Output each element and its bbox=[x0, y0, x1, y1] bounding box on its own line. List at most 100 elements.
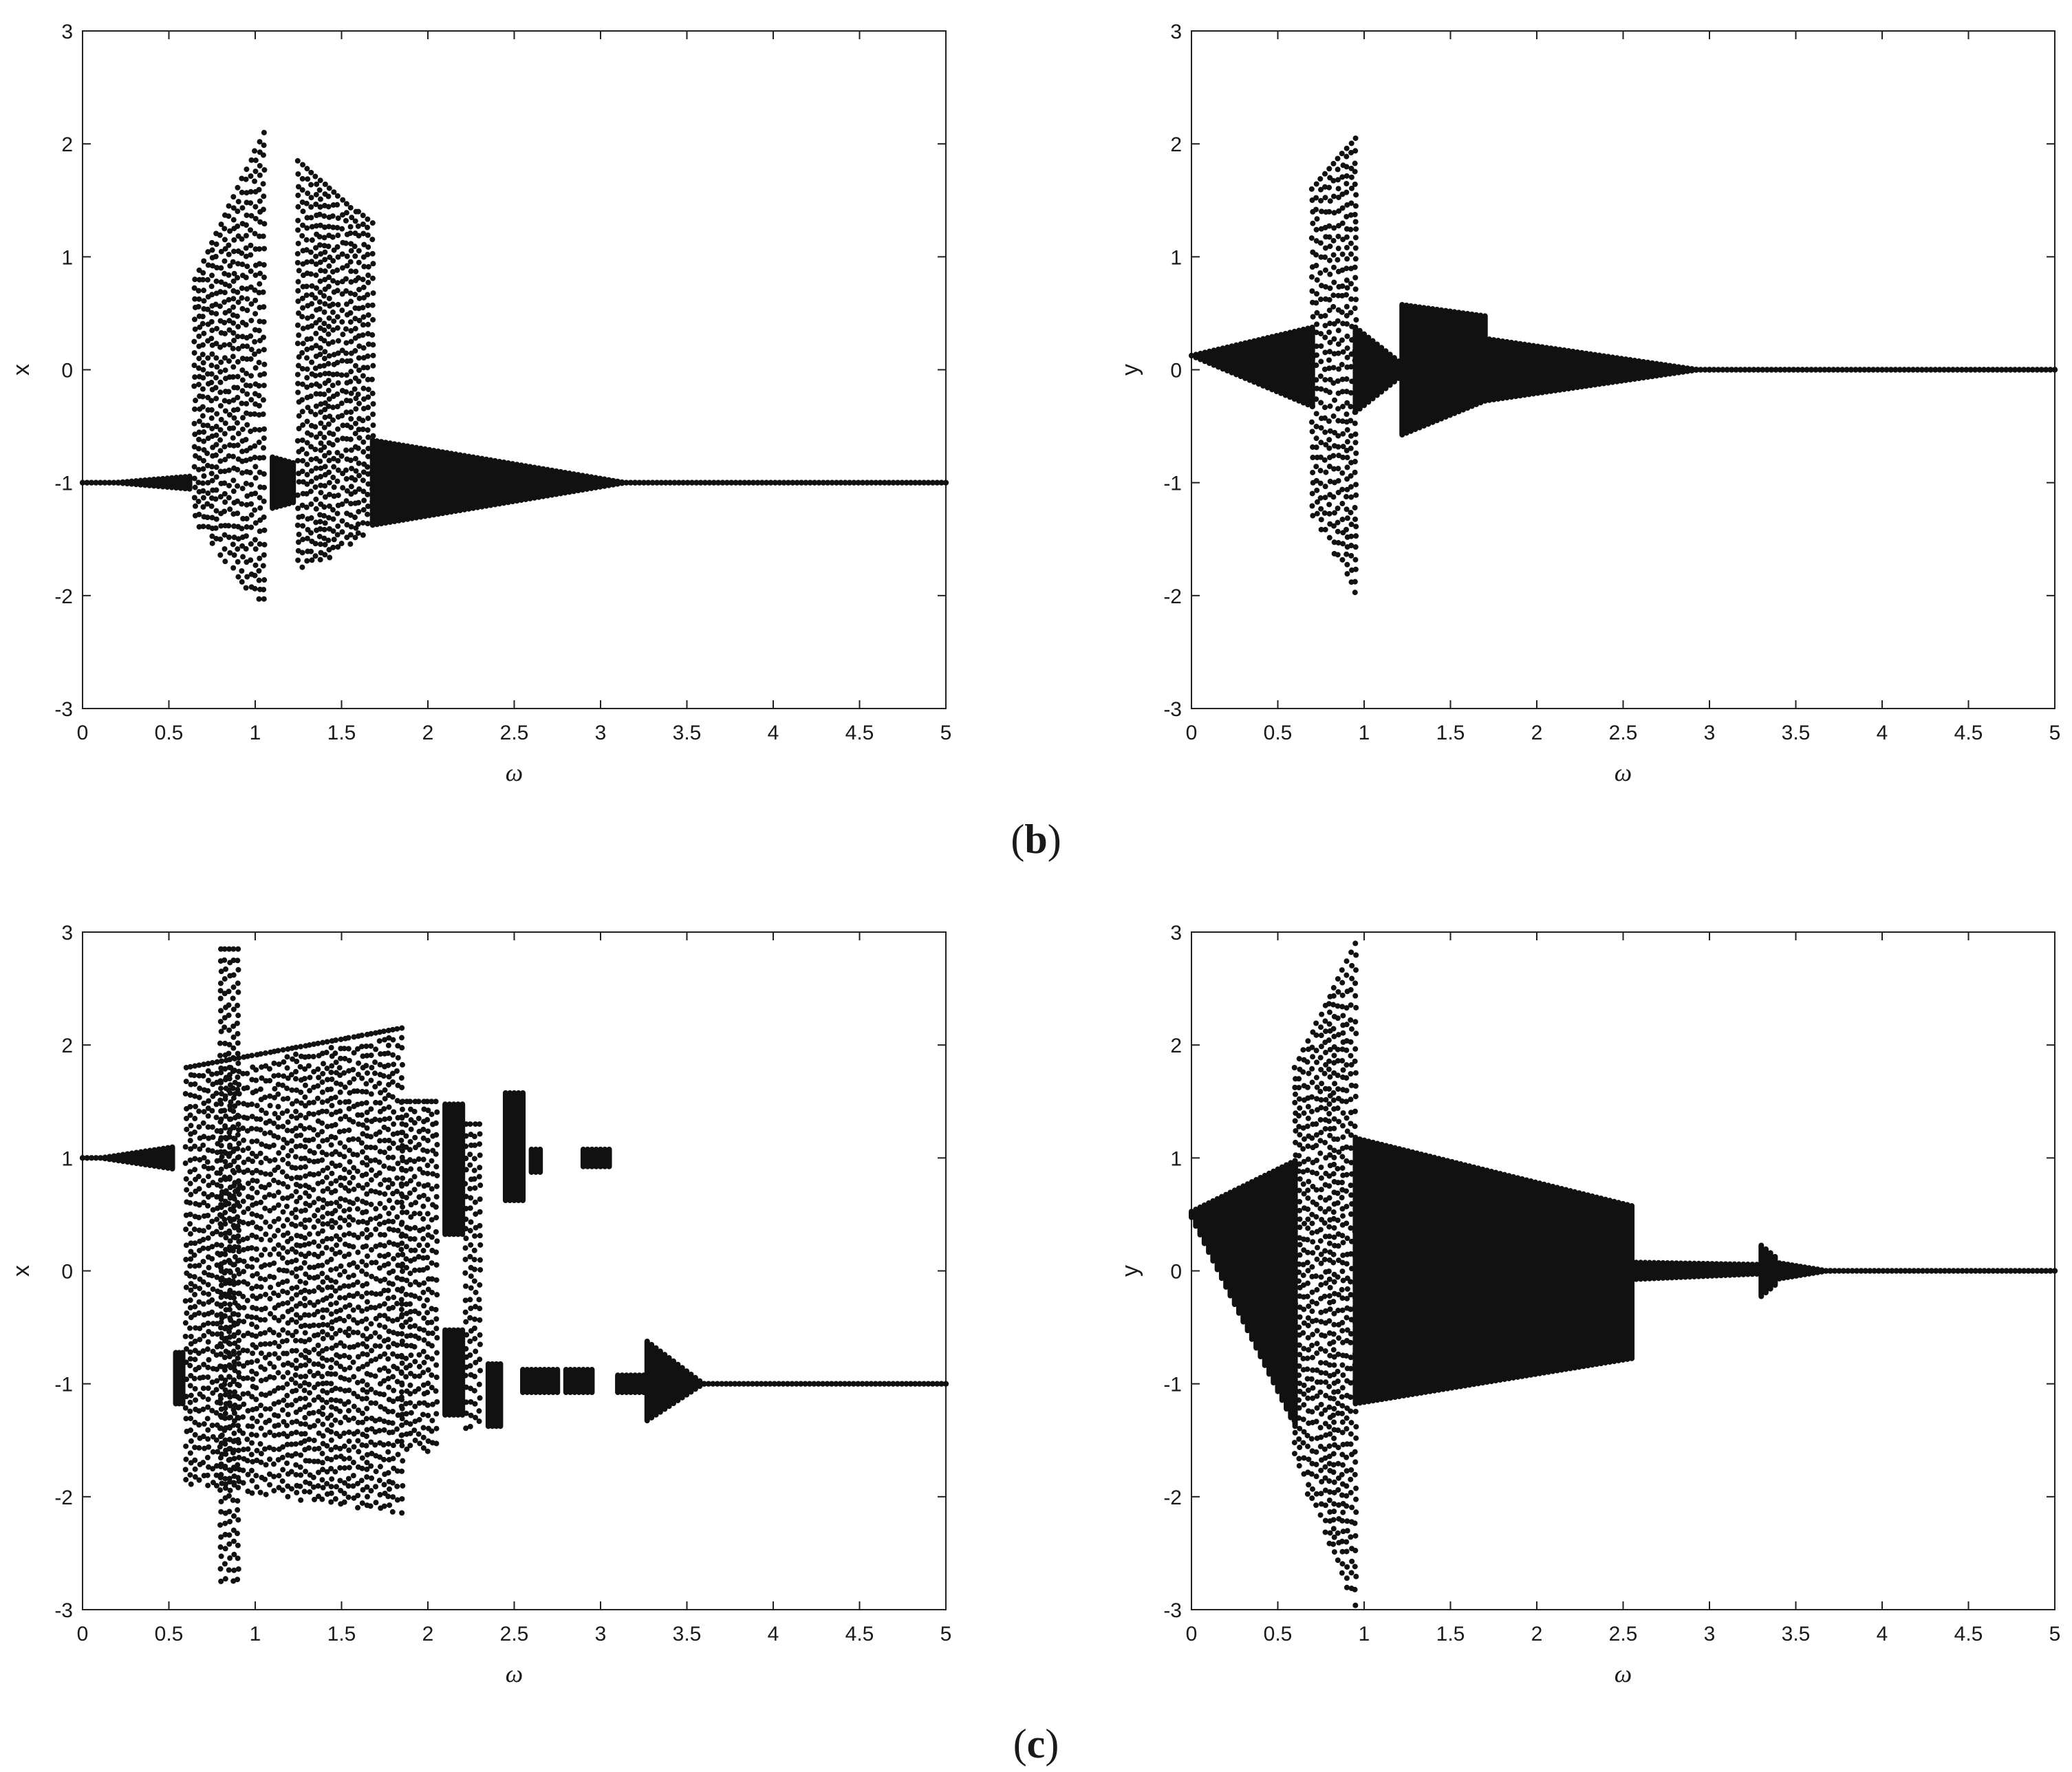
data-point bbox=[240, 1220, 246, 1226]
data-point bbox=[318, 251, 324, 257]
data-point bbox=[360, 332, 366, 338]
data-point bbox=[1352, 274, 1359, 281]
data-point bbox=[1297, 1216, 1303, 1222]
data-point bbox=[1343, 180, 1350, 186]
data-point bbox=[254, 1189, 260, 1196]
data-point bbox=[313, 343, 319, 349]
data-point bbox=[222, 1354, 228, 1361]
data-point bbox=[381, 1365, 387, 1371]
data-point bbox=[240, 1125, 246, 1132]
data-point bbox=[317, 541, 323, 548]
data-column bbox=[1229, 343, 1235, 376]
data-column bbox=[1544, 345, 1550, 395]
data-point bbox=[226, 1257, 232, 1264]
data-point bbox=[1848, 367, 1855, 373]
data-point bbox=[235, 1279, 241, 1286]
data-point bbox=[321, 213, 327, 219]
data-column bbox=[1216, 346, 1222, 370]
data-point bbox=[79, 479, 86, 486]
data-point bbox=[820, 479, 827, 486]
data-point bbox=[1352, 544, 1359, 550]
data-point bbox=[226, 1415, 233, 1421]
data-point bbox=[1297, 1252, 1303, 1258]
data-point bbox=[266, 1418, 272, 1424]
data-point bbox=[391, 1061, 397, 1068]
data-point bbox=[209, 464, 215, 470]
data-point bbox=[313, 465, 319, 471]
data-point bbox=[319, 1214, 325, 1220]
data-point bbox=[276, 1484, 282, 1491]
data-point bbox=[1309, 490, 1315, 497]
data-point bbox=[235, 1290, 241, 1297]
data-point bbox=[257, 233, 263, 239]
data-point bbox=[289, 1285, 295, 1291]
data-point bbox=[394, 1199, 400, 1205]
data-point bbox=[217, 426, 224, 433]
data-point bbox=[310, 1474, 316, 1480]
data-point bbox=[360, 1351, 366, 1357]
data-column bbox=[431, 447, 437, 518]
data-point bbox=[391, 1109, 397, 1115]
data-column bbox=[575, 472, 581, 494]
data-column bbox=[1189, 1209, 1194, 1220]
data-point bbox=[373, 1046, 379, 1052]
data-point bbox=[1822, 367, 1828, 373]
data-point bbox=[205, 479, 211, 486]
data-point bbox=[299, 409, 305, 415]
data-point bbox=[199, 321, 206, 327]
data-point bbox=[353, 406, 359, 412]
data-point bbox=[1330, 160, 1337, 166]
data-point bbox=[1875, 367, 1881, 373]
data-point bbox=[416, 1431, 422, 1437]
data-point bbox=[192, 1093, 198, 1099]
data-point bbox=[222, 1561, 228, 1567]
data-point bbox=[276, 1431, 282, 1438]
data-point bbox=[217, 1289, 224, 1295]
data-point bbox=[336, 1129, 343, 1135]
data-column bbox=[1539, 344, 1545, 396]
data-point bbox=[253, 1405, 259, 1412]
data-point bbox=[385, 1449, 391, 1455]
data-point bbox=[313, 285, 319, 291]
x-tick-label: 1 bbox=[250, 1623, 261, 1645]
data-point bbox=[363, 1262, 369, 1268]
data-point bbox=[308, 336, 314, 342]
data-point bbox=[356, 473, 363, 479]
data-point bbox=[248, 429, 254, 435]
data-column bbox=[1383, 348, 1389, 391]
data-point bbox=[1336, 453, 1342, 459]
data-point bbox=[93, 479, 99, 486]
data-point bbox=[235, 334, 241, 340]
data-point bbox=[297, 1112, 303, 1119]
data-point bbox=[382, 1351, 388, 1357]
data-point bbox=[477, 1182, 484, 1189]
data-column bbox=[120, 1152, 126, 1165]
data-point bbox=[337, 1108, 343, 1114]
data-point bbox=[297, 1175, 303, 1181]
data-point bbox=[295, 171, 301, 177]
data-point bbox=[197, 1286, 203, 1292]
data-point bbox=[213, 496, 219, 502]
data-point bbox=[365, 312, 371, 318]
data-point bbox=[376, 1265, 382, 1271]
data-point bbox=[364, 1117, 370, 1123]
data-point bbox=[1313, 396, 1319, 402]
data-point bbox=[1348, 240, 1354, 246]
data-point bbox=[332, 1371, 338, 1377]
data-point bbox=[1764, 367, 1770, 373]
data-point bbox=[244, 493, 250, 499]
data-point bbox=[1808, 367, 1815, 373]
data-point bbox=[214, 1216, 220, 1222]
data-point bbox=[256, 327, 262, 334]
data-point bbox=[253, 1200, 259, 1207]
data-point bbox=[196, 1408, 202, 1414]
data-point bbox=[295, 204, 301, 210]
y-tick-label: -3 bbox=[1163, 698, 1182, 721]
data-point bbox=[258, 1159, 264, 1165]
data-point bbox=[1706, 367, 1713, 373]
data-column bbox=[1240, 1183, 1247, 1325]
data-point bbox=[434, 1292, 440, 1298]
data-point bbox=[317, 352, 323, 358]
data-point bbox=[182, 1405, 188, 1411]
data-point bbox=[303, 1362, 309, 1368]
